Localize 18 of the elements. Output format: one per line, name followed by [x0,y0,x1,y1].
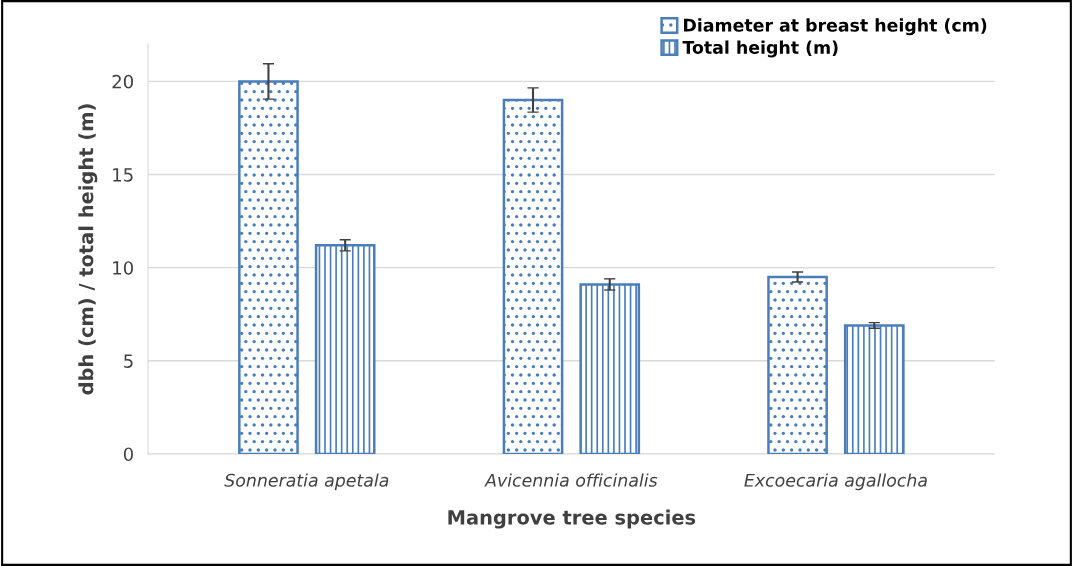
legend-label: Total height (m) [682,40,838,58]
x-tick-label: Excoecaria agallocha [744,473,927,491]
x-tick-label: Avicennia officinalis [484,473,658,487]
y-tick-label: 15 [113,168,133,182]
bar [502,98,564,454]
y-tick-label: 10 [113,261,133,275]
bar [579,283,641,454]
y-axis-title: dbh (cm) / total height (m) [78,104,98,395]
x-tick-label: Sonneratia apetala [224,473,389,491]
bar [767,275,828,454]
bar [238,80,299,454]
y-tick-label: 0 [123,447,133,462]
bar [314,244,376,454]
y-tick-label: 5 [124,354,133,368]
bar [843,324,905,454]
y-tick-label: 20 [112,74,133,89]
legend-label: Diameter at breast height (cm) [684,18,987,36]
x-axis-title: Mangrove tree species [448,509,696,529]
